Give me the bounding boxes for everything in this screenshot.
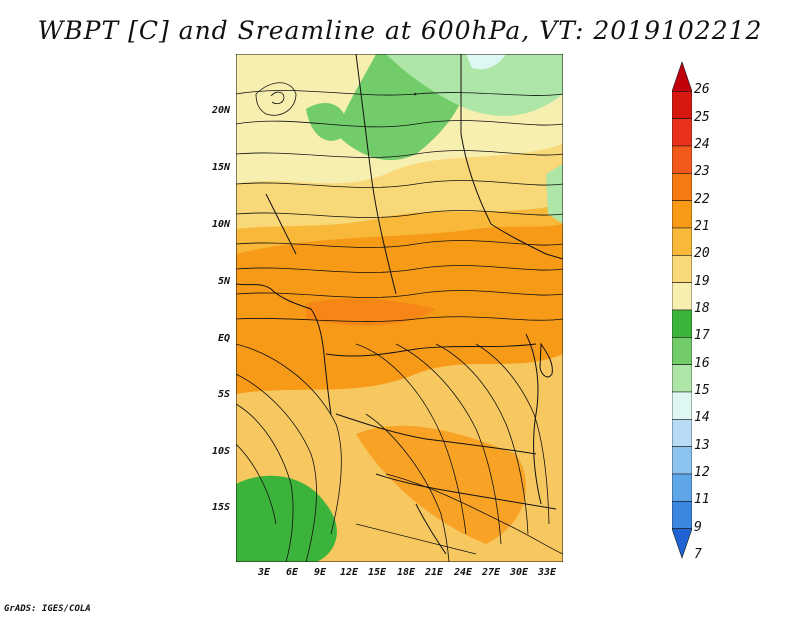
lat-label-5n: 5N — [217, 276, 230, 287]
lon-label-6e: 6E — [285, 567, 299, 578]
colorbar-label: 11 — [694, 492, 710, 508]
wbpt-field-green-east — [546, 164, 563, 224]
lat-label-10s: 10S — [211, 446, 230, 457]
colorbar-label: 7 — [694, 547, 702, 562]
lat-label-15n: 15N — [211, 162, 230, 173]
colorbar-segment — [672, 61, 692, 92]
colorbar-label: 21 — [694, 219, 710, 234]
colorbar-segment — [672, 227, 692, 256]
colorbar-segment — [672, 528, 692, 559]
colorbar-label: 16 — [694, 355, 710, 371]
colorbar-segment — [672, 91, 692, 119]
colorbar-segment — [672, 446, 692, 475]
lat-label-eq: EQ — [217, 333, 230, 344]
lon-label-33e: 33E — [537, 567, 557, 578]
colorbar-label: 12 — [694, 465, 710, 480]
streamlines — [236, 82, 563, 562]
lat-label-20n: 20N — [211, 105, 230, 116]
colorbar-label: 25 — [694, 109, 710, 125]
colorbar-label: 14 — [694, 410, 710, 426]
colorbar-segment — [672, 391, 692, 420]
colorbar — [672, 61, 692, 559]
wbpt-field-pale-green — [386, 54, 563, 116]
colorbar-segment — [672, 337, 692, 365]
lon-label-18e: 18E — [396, 567, 416, 578]
lon-label-15e: 15E — [367, 567, 387, 578]
lon-label-30e: 30E — [509, 567, 529, 578]
lon-label-24e: 24E — [453, 567, 473, 578]
colorbar-label: 24 — [694, 137, 710, 152]
colorbar-label: 20 — [694, 246, 710, 262]
lon-label-3e: 3E — [257, 567, 271, 578]
colorbar-segment — [672, 282, 692, 311]
colorbar-segment — [672, 145, 692, 174]
colorbar-segment — [672, 173, 692, 201]
wbpt-field-core — [306, 298, 436, 326]
colorbar-label: 17 — [694, 328, 710, 344]
colorbar-segment — [672, 419, 692, 447]
wbpt-field-south-warm — [356, 425, 526, 544]
grads-credit: GrADS: IGES/COLA — [4, 604, 91, 614]
colorbar-label: 18 — [694, 301, 710, 316]
colorbar-label: 22 — [694, 191, 710, 207]
wbpt-field-green-sw — [236, 475, 337, 562]
wbpt-field-cool-spot — [466, 54, 506, 70]
colorbar-label: 23 — [694, 164, 710, 180]
lon-label-27e: 27E — [481, 567, 501, 578]
colorbar-segment — [672, 118, 692, 147]
lat-label-15s: 15S — [211, 502, 230, 513]
colorbar-segment — [672, 255, 692, 283]
colorbar-label: 15 — [694, 383, 710, 398]
lat-label-5s: 5S — [217, 389, 230, 400]
colorbar-label: 13 — [694, 437, 710, 453]
colorbar-segment — [672, 200, 692, 229]
lon-label-21e: 21E — [424, 567, 444, 578]
lat-label-10n: 10N — [211, 219, 230, 230]
colorbar-segment — [672, 501, 692, 529]
colorbar-segment — [672, 473, 692, 502]
lon-label-12e: 12E — [339, 567, 359, 578]
colorbar-label: 9 — [694, 519, 702, 535]
colorbar-label: 19 — [694, 273, 710, 289]
wbpt-streamline-map — [236, 54, 563, 562]
lon-label-9e: 9E — [313, 567, 327, 578]
country-borders — [236, 54, 563, 555]
colorbar-label: 26 — [694, 82, 710, 98]
colorbar-segment — [672, 364, 692, 393]
map-title: WBPT [C] and Sreamline at 600hPa, VT: 20… — [37, 16, 763, 45]
wbpt-field-green-patch — [306, 103, 347, 141]
colorbar-segment — [672, 309, 692, 338]
map-panel — [236, 54, 563, 562]
